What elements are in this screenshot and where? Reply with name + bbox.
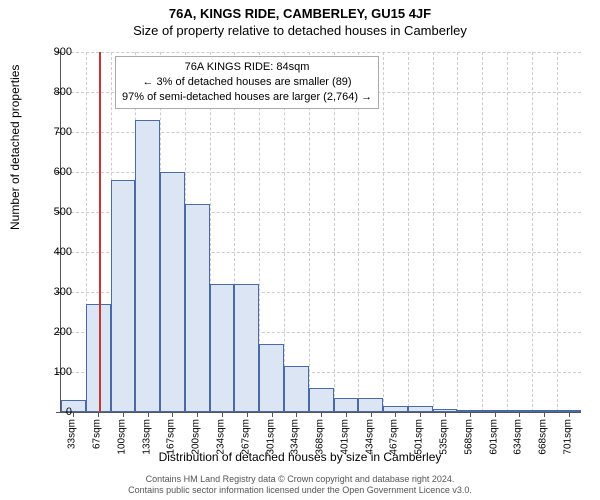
xtick-mark: [73, 412, 74, 417]
xtick-label: 33sqm: [67, 419, 78, 449]
xtick-label: 434sqm: [364, 419, 375, 455]
xtick-mark: [272, 412, 273, 417]
histogram-bar: [309, 388, 334, 412]
histogram-bar: [185, 204, 210, 412]
xtick-label: 701sqm: [562, 419, 573, 455]
reference-line: [99, 52, 101, 412]
xtick-mark: [172, 412, 173, 417]
xtick-label: 668sqm: [538, 419, 549, 455]
xtick-mark: [445, 412, 446, 417]
histogram-bar: [259, 344, 284, 412]
xtick-mark: [296, 412, 297, 417]
xtick-mark: [247, 412, 248, 417]
histogram-bar: [210, 284, 235, 412]
xtick-mark: [346, 412, 347, 417]
footer-line-1: Contains HM Land Registry data © Crown c…: [0, 474, 600, 485]
xtick-mark: [395, 412, 396, 417]
xtick-label: 568sqm: [463, 419, 474, 455]
footer-attribution: Contains HM Land Registry data © Crown c…: [0, 474, 600, 496]
xtick-label: 133sqm: [141, 419, 152, 455]
xtick-label: 501sqm: [414, 419, 425, 455]
histogram-bar: [334, 398, 359, 412]
gridline-v: [507, 52, 508, 412]
xtick-mark: [495, 412, 496, 417]
gridline-v: [433, 52, 434, 412]
histogram-bar: [135, 120, 160, 412]
ytick-label: 700: [42, 126, 72, 138]
histogram-bar: [284, 366, 309, 412]
xtick-mark: [371, 412, 372, 417]
xtick-label: 301sqm: [265, 419, 276, 455]
gridline-v: [457, 52, 458, 412]
gridline-v: [482, 52, 483, 412]
ytick-label: 500: [42, 206, 72, 218]
ytick-label: 300: [42, 286, 72, 298]
xtick-mark: [123, 412, 124, 417]
annotation-line-1: 76A KINGS RIDE: 84sqm: [122, 60, 372, 75]
histogram-bar: [234, 284, 259, 412]
ytick-label: 600: [42, 166, 72, 178]
chart-subtitle: Size of property relative to detached ho…: [0, 21, 600, 38]
gridline-v: [408, 52, 409, 412]
xtick-mark: [321, 412, 322, 417]
xtick-mark: [148, 412, 149, 417]
xtick-label: 467sqm: [389, 419, 400, 455]
chart-title: 76A, KINGS RIDE, CAMBERLEY, GU15 4JF: [0, 0, 600, 21]
xtick-label: 634sqm: [513, 419, 524, 455]
xtick-label: 535sqm: [439, 419, 450, 455]
xtick-label: 200sqm: [191, 419, 202, 455]
xtick-mark: [197, 412, 198, 417]
y-axis-label: Number of detached properties: [8, 65, 22, 230]
xtick-label: 334sqm: [290, 419, 301, 455]
ytick-label: 0: [42, 406, 72, 418]
annotation-line-2: ← 3% of detached houses are smaller (89): [122, 75, 372, 90]
histogram-bar: [111, 180, 136, 412]
xtick-label: 167sqm: [166, 419, 177, 455]
xtick-mark: [98, 412, 99, 417]
annotation-line-3: 97% of semi-detached houses are larger (…: [122, 90, 372, 105]
xtick-mark: [470, 412, 471, 417]
xtick-label: 267sqm: [240, 419, 251, 455]
histogram-bar: [358, 398, 383, 412]
chart-container: 76A, KINGS RIDE, CAMBERLEY, GU15 4JF Siz…: [0, 0, 600, 500]
xtick-label: 401sqm: [339, 419, 350, 455]
gridline-v: [557, 52, 558, 412]
xtick-mark: [569, 412, 570, 417]
gridline-h: [61, 52, 581, 53]
xtick-mark: [519, 412, 520, 417]
ytick-label: 800: [42, 86, 72, 98]
ytick-label: 400: [42, 246, 72, 258]
xtick-label: 368sqm: [315, 419, 326, 455]
xtick-label: 100sqm: [116, 419, 127, 455]
ytick-label: 200: [42, 326, 72, 338]
xtick-mark: [544, 412, 545, 417]
plot-area: 76A KINGS RIDE: 84sqm ← 3% of detached h…: [60, 52, 580, 412]
xtick-mark: [222, 412, 223, 417]
histogram-bar: [160, 172, 185, 412]
annotation-box: 76A KINGS RIDE: 84sqm ← 3% of detached h…: [115, 56, 379, 109]
gridline-v: [532, 52, 533, 412]
xtick-label: 601sqm: [488, 419, 499, 455]
ytick-label: 900: [42, 46, 72, 58]
xtick-label: 67sqm: [92, 419, 103, 449]
xtick-label: 234sqm: [216, 419, 227, 455]
ytick-label: 100: [42, 366, 72, 378]
xtick-mark: [420, 412, 421, 417]
gridline-v: [383, 52, 384, 412]
footer-line-2: Contains public sector information licen…: [0, 485, 600, 496]
